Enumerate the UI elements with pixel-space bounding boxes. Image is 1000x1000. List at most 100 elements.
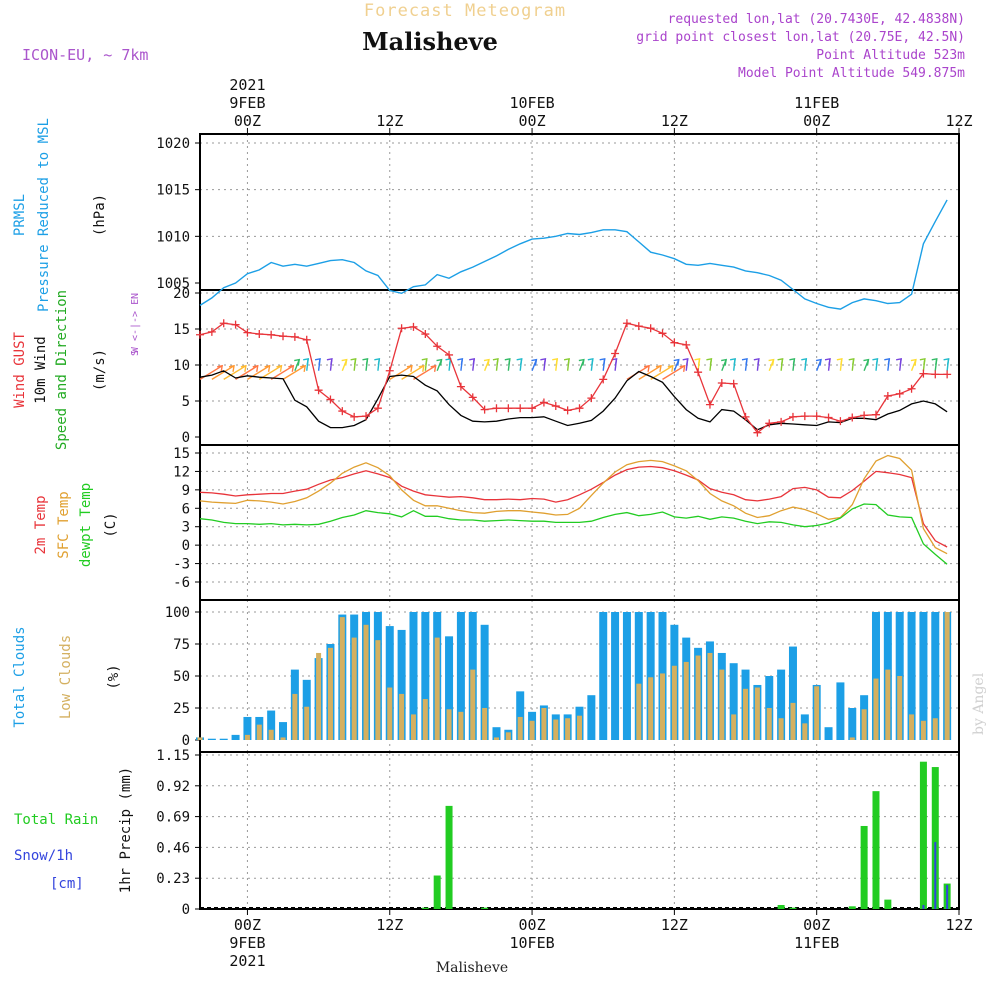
total-cloud-bar: [919, 612, 928, 740]
rain-bar: [481, 907, 489, 909]
total-cloud-bar: [646, 612, 655, 740]
wind-gust-marker: [694, 368, 703, 377]
precip-ytick-label: 0.92: [156, 779, 190, 795]
low-cloud-bar: [410, 714, 416, 740]
wind-gust-marker: [456, 382, 465, 391]
wind-dir-arrow: [650, 365, 674, 380]
total-cloud-bar: [267, 710, 276, 740]
low-cloud-bar: [849, 737, 855, 740]
low-cloud-bar: [861, 709, 867, 740]
rain-bar: [777, 904, 785, 909]
wind-gust-marker: [646, 324, 655, 333]
wind-dir-arrowhead: [314, 357, 321, 365]
precip-ytick-label: 0.23: [156, 871, 190, 887]
wind-gust-marker: [267, 330, 276, 339]
time-label-bottom: 12Z: [376, 916, 403, 934]
low-cloud-bar: [351, 637, 357, 740]
rain-bar: [884, 899, 892, 909]
low-cloud-bar: [932, 718, 938, 740]
wind-gust-marker: [824, 413, 833, 422]
wind-dir-arrowhead: [611, 357, 618, 365]
wind-gust-marker: [919, 369, 928, 378]
wind-dir-arrowhead: [421, 357, 428, 365]
low-cloud-bar: [565, 718, 571, 740]
low-cloud-bar: [399, 693, 405, 740]
time-label-top: 00Z: [234, 112, 261, 130]
snow-unit-label: [cm]: [50, 876, 84, 892]
wind-gust-marker: [243, 328, 252, 337]
sfc-temp-line: [199, 454, 948, 555]
wind-gust-marker: [717, 379, 726, 387]
low-cloud-bar: [280, 737, 286, 740]
wind-10m-line: [199, 370, 948, 431]
prmsl-line: [199, 199, 948, 310]
precip-panel-labels: Total Rain Snow/1h [cm] 1hr Precip (mm): [14, 767, 134, 893]
plot-layer: 10201015101010052015105015129630-3-61007…: [156, 76, 972, 970]
temp-ytick-label: 6: [182, 501, 190, 517]
wind-dir-arrowhead: [753, 357, 760, 365]
wind-dir-arrowhead: [848, 357, 855, 365]
wind-gust-marker: [765, 419, 774, 428]
total-cloud-bar: [516, 691, 525, 740]
low-cloud-bar: [944, 612, 950, 740]
low-cloud-bar: [577, 715, 582, 740]
wind-dir-arrowhead: [673, 358, 680, 366]
model-label: ICON-EU, ~ 7km: [22, 46, 148, 64]
wind-gust-marker: [622, 319, 631, 328]
wind-dir-arrow: [413, 365, 437, 380]
wind-dir-arrow: [211, 365, 235, 380]
wind-dir-arrowhead: [303, 357, 310, 365]
time-label-top: 10FEB: [509, 94, 554, 112]
wind-dir-arrowhead: [516, 357, 523, 365]
temp-ytick-label: -6: [173, 575, 190, 591]
clouds-ytick-label: 100: [165, 605, 190, 621]
wind-dir-arrowhead: [777, 357, 784, 365]
temp-ytick-label: 9: [182, 483, 190, 499]
low-cloud-bar: [446, 709, 452, 740]
wind-dir-arrowhead: [563, 357, 570, 365]
time-label-bottom: 00Z: [234, 916, 261, 934]
compass-n: N: [130, 293, 141, 299]
wind-dir-arrowhead: [240, 364, 247, 372]
low-cloud-bar: [920, 720, 926, 740]
precip-ytick-label: 0.69: [156, 810, 190, 826]
temp-ytick-label: 12: [173, 464, 190, 480]
time-label-bottom: 9FEB: [229, 934, 265, 952]
low-cloud-bar: [470, 669, 476, 740]
wind-dir-arrowhead: [276, 364, 283, 372]
wind-dir-arrowhead: [531, 358, 538, 366]
wind-dir-arrowhead: [341, 358, 348, 366]
compass-s: S: [130, 350, 141, 356]
low-cloud-bar: [754, 687, 760, 740]
wind-gust-marker: [563, 406, 572, 415]
total-cloud-bar: [397, 629, 406, 740]
clouds-ytick-label: 50: [173, 669, 190, 685]
wind-dir-arrowhead: [801, 357, 808, 365]
total-cloud-bar: [385, 626, 394, 740]
wind-gust-marker: [362, 412, 371, 421]
low-cloud-bar: [339, 617, 345, 740]
wind-gust-marker: [670, 338, 679, 347]
low-cloud-bar: [268, 729, 274, 740]
wind-gust-marker: [729, 379, 738, 388]
wind-dir-arrowhead: [863, 358, 870, 366]
rain-bar: [848, 906, 856, 909]
wind-gust-marker: [397, 324, 406, 333]
wind-gust-marker: [599, 375, 608, 384]
total-cloud-bar: [219, 738, 228, 740]
pressure-ytick-label: 1005: [156, 276, 190, 292]
wind-dir-arrowhead: [884, 357, 891, 365]
time-label-bottom: 12Z: [945, 916, 972, 934]
temp-ytick-label: 0: [182, 538, 190, 554]
wind-dir-arrowhead: [815, 358, 822, 366]
wind-dir-arrowhead: [252, 364, 259, 372]
wind-dir-arrow: [282, 365, 306, 380]
precip-ytick-label: 0: [182, 902, 190, 918]
low-cloud-bar: [244, 734, 250, 740]
clouds-ytick-label: 0: [182, 733, 190, 749]
total-cloud-bar: [599, 612, 608, 740]
time-label-bottom: 10FEB: [509, 934, 554, 952]
dewpt-label: dewpt Temp: [78, 483, 94, 567]
wind-gust-marker: [848, 413, 857, 422]
wind-gust-marker: [302, 335, 311, 344]
